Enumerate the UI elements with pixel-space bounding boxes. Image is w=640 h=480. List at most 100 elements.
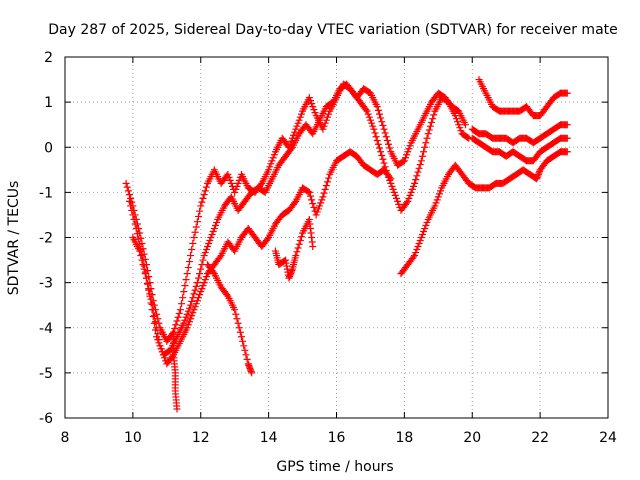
data-point [237, 329, 244, 336]
data-point [138, 257, 145, 264]
chart-title: Day 287 of 2025, Sidereal Day-to-day VTE… [48, 22, 618, 38]
data-point [383, 133, 390, 140]
data-point [324, 178, 331, 185]
data-point [233, 315, 240, 322]
data-point [236, 324, 243, 331]
data-point [375, 107, 382, 114]
series-track-1 [123, 81, 469, 345]
data-point [418, 157, 425, 164]
data-point [175, 314, 182, 321]
data-point [196, 270, 203, 277]
data-point [382, 129, 389, 136]
data-point [378, 118, 385, 125]
data-point [186, 258, 193, 265]
data-point [200, 195, 207, 202]
data-point [420, 148, 427, 155]
data-point [428, 119, 435, 126]
data-point [192, 229, 199, 236]
data-point [241, 347, 248, 354]
data-point [371, 129, 378, 136]
x-tick-label: 18 [395, 430, 413, 446]
data-point [376, 111, 383, 118]
y-tick-label: -3 [39, 276, 53, 292]
chart: Day 287 of 2025, Sidereal Day-to-day VTE… [0, 0, 640, 480]
data-point [427, 123, 434, 130]
y-tick-label: -4 [39, 321, 53, 337]
data-point [203, 184, 210, 191]
data-point [198, 199, 205, 206]
data-point [377, 148, 384, 155]
data-point [178, 300, 185, 307]
data-point [308, 196, 315, 203]
data-point [417, 161, 424, 168]
data-point [184, 270, 191, 277]
data-point [310, 204, 317, 211]
data-point [373, 133, 380, 140]
x-tick-label: 10 [124, 430, 142, 446]
data-point [379, 156, 386, 163]
data-point [375, 141, 382, 148]
data-point [125, 187, 132, 194]
data-point [124, 184, 131, 191]
data-point [202, 187, 209, 194]
data-point [189, 240, 196, 247]
data-point [430, 111, 437, 118]
data-point [190, 234, 197, 241]
data-point [239, 338, 246, 345]
data-point [197, 202, 204, 209]
data-point [421, 144, 428, 151]
data-point [376, 145, 383, 152]
x-tick-label: 8 [61, 430, 70, 446]
data-point [429, 115, 436, 122]
data-point [296, 241, 303, 248]
y-tick-label: 2 [44, 50, 53, 66]
data-point [385, 141, 392, 148]
data-point [322, 186, 329, 193]
data-point [381, 160, 388, 167]
data-point [295, 245, 302, 252]
data-point [412, 176, 419, 183]
x-tick-label: 24 [599, 430, 617, 446]
data-point [378, 152, 385, 159]
data-point [183, 276, 190, 283]
data-point [235, 320, 242, 327]
data-point [179, 294, 186, 301]
data-point [194, 218, 201, 225]
data-point [381, 126, 388, 133]
data-point [196, 208, 203, 215]
data-point [298, 233, 305, 240]
data-point [414, 169, 421, 176]
data-point [126, 191, 133, 198]
x-tick-label: 20 [463, 430, 481, 446]
data-point [297, 237, 304, 244]
y-tick-label: -1 [39, 185, 53, 201]
data-point [384, 137, 391, 144]
y-tick-label: -6 [39, 411, 53, 427]
data-point [240, 342, 247, 349]
data-point [293, 248, 300, 255]
data-point [374, 137, 381, 144]
data-point [244, 356, 251, 363]
data-marks [123, 76, 571, 412]
x-tick-label: 14 [260, 430, 278, 446]
data-point [238, 333, 245, 340]
data-point [197, 266, 204, 273]
data-point [176, 310, 183, 317]
data-point [243, 351, 250, 358]
data-point [413, 172, 420, 179]
y-tick-label: 0 [44, 140, 53, 156]
x-tick-label: 16 [328, 430, 346, 446]
data-point [185, 264, 192, 271]
data-point [386, 145, 393, 152]
data-point [419, 153, 426, 160]
data-point [190, 290, 197, 297]
x-tick-label: 22 [531, 430, 549, 446]
data-point [188, 246, 195, 253]
data-point [195, 275, 202, 282]
data-point [416, 165, 423, 172]
data-point [192, 287, 199, 294]
y-tick-label: -2 [39, 231, 53, 247]
data-point [377, 114, 384, 121]
series-track-4 [204, 261, 255, 376]
data-point [173, 317, 180, 324]
